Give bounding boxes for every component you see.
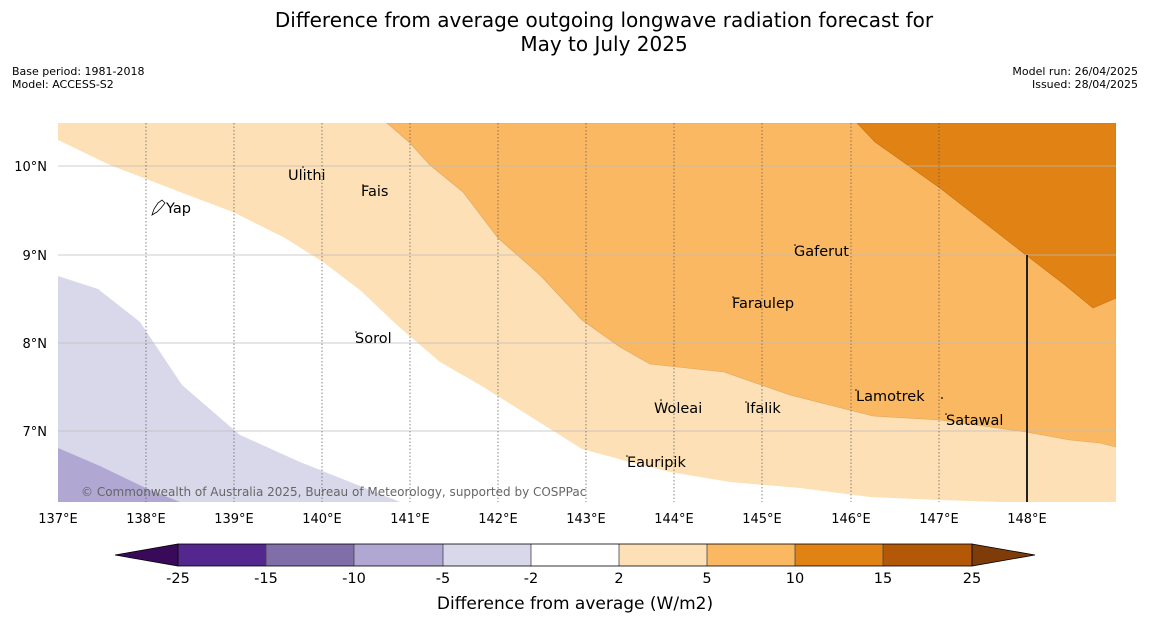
place-label-sorol: Sorol <box>355 331 392 347</box>
colorbar-bin-5-10 <box>707 544 795 566</box>
faraulep-dot <box>732 296 734 298</box>
cb-tick-15: 15 <box>874 571 892 587</box>
longitude-tick-labels: 137°E 138°E 139°E 140°E 141°E 142°E 143°… <box>38 512 1047 527</box>
lon-label-144e: 144°E <box>654 512 694 527</box>
lat-label-8n: 8°N <box>23 337 48 352</box>
region-10-15 <box>856 123 1116 309</box>
place-label-yap: Yap <box>165 201 191 217</box>
place-label-eauripik: Eauripik <box>627 455 686 471</box>
place-label-ifalik: Ifalik <box>746 401 781 417</box>
colorbar: -25 -15 -10 -5 -2 2 5 10 15 25 <box>114 543 1036 587</box>
place-label-satawal: Satawal <box>946 413 1003 429</box>
cb-tick-2: 2 <box>614 571 623 587</box>
colorbar-label: Difference from average (W/m2) <box>436 594 714 614</box>
place-label-ulithi: Ulithi <box>288 168 326 184</box>
cb-tick-25: 25 <box>963 571 981 587</box>
latitude-tick-labels: 10°N 9°N 8°N 7°N <box>14 160 47 440</box>
colorbar-bin-2-5 <box>619 544 707 566</box>
lon-label-141e: 141°E <box>390 512 430 527</box>
colorbar-bin-15-25 <box>883 544 972 566</box>
place-label-faraulep: Faraulep <box>732 296 794 312</box>
lon-label-140e: 140°E <box>302 512 342 527</box>
gaferut-dot <box>794 244 796 246</box>
eauripik-dot <box>626 455 628 457</box>
place-label-lamotrek: Lamotrek <box>856 389 925 405</box>
colorbar-above-arrow <box>971 543 1036 567</box>
lon-label-146e: 146°E <box>831 512 871 527</box>
base-period: Base period: 1981-2018 <box>12 65 145 78</box>
colorbar-bin-minus15-minus10 <box>266 544 354 566</box>
cb-tick-minus15: -15 <box>254 571 278 587</box>
lon-label-138e: 138°E <box>126 512 166 527</box>
lat-label-9n: 9°N <box>23 249 48 264</box>
ulithi-dot <box>302 166 304 168</box>
title-line-1: Difference from average outgoing longwav… <box>274 8 934 32</box>
copyright-notice: © Commonwealth of Australia 2025, Bureau… <box>81 485 586 499</box>
title-line-2: May to July 2025 <box>520 32 688 56</box>
colorbar-bin-10-15 <box>795 544 883 566</box>
cb-tick-5: 5 <box>702 571 711 587</box>
meta-right: Model run: 26/04/2025 Issued: 28/04/2025 <box>1012 65 1138 91</box>
colorbar-bin-minus5-minus2 <box>443 544 531 566</box>
ifalik-dot <box>745 401 747 403</box>
meta-left: Base period: 1981-2018 Model: ACCESS-S2 <box>12 65 144 91</box>
region-minus10-minus5 <box>58 448 180 502</box>
colorbar-bin-minus2-2 <box>531 544 619 566</box>
lamotrek-dot <box>855 389 857 391</box>
place-label-gaferut: Gaferut <box>794 244 849 260</box>
lon-label-139e: 139°E <box>214 512 254 527</box>
colorbar-tick-labels: -25 -15 -10 -5 -2 2 5 10 15 25 <box>166 571 981 587</box>
satawal-dot <box>945 413 947 415</box>
longitude-gridlines <box>145 123 940 502</box>
cb-tick-minus10: -10 <box>342 571 366 587</box>
colorbar-below-arrow <box>114 543 179 567</box>
cb-tick-minus25: -25 <box>166 571 190 587</box>
place-labels: Ulithi Fais Yap Gaferut Faraulep Sorol L… <box>165 168 1003 471</box>
cb-tick-10: 10 <box>786 571 804 587</box>
lon-label-137e: 137°E <box>38 512 78 527</box>
fais-dot <box>362 184 364 186</box>
colorbar-frame <box>177 543 973 567</box>
place-label-woleai: Woleai <box>654 401 702 417</box>
colorbar-bin-minus10-minus5 <box>354 544 443 566</box>
yap-island-shape <box>151 199 166 216</box>
model-name: Model: ACCESS-S2 <box>12 78 114 91</box>
lon-label-147e: 147°E <box>919 512 959 527</box>
model-run: Model run: 26/04/2025 <box>1012 65 1138 78</box>
cb-tick-minus2: -2 <box>524 571 538 587</box>
map-title: Difference from average outgoing longwav… <box>0 8 1150 56</box>
lat-label-10n: 10°N <box>14 160 47 175</box>
region-minus5-minus2 <box>58 276 400 502</box>
lon-label-148e: 148°E <box>1007 512 1047 527</box>
issued-date: Issued: 28/04/2025 <box>1031 78 1138 91</box>
region-5-10 <box>386 123 1116 448</box>
place-label-fais: Fais <box>361 184 388 200</box>
lon-label-143e: 143°E <box>566 512 606 527</box>
lon-label-142e: 142°E <box>478 512 518 527</box>
woleai-dot <box>660 399 662 401</box>
island-dots <box>302 166 947 457</box>
sorol-dot <box>355 331 357 333</box>
cb-tick-minus5: -5 <box>436 571 450 587</box>
lat-label-7n: 7°N <box>23 425 48 440</box>
colorbar-bin-minus25-minus15 <box>178 544 266 566</box>
map-area: Ulithi Fais Yap Gaferut Faraulep Sorol L… <box>58 123 1116 502</box>
islet-dot <box>941 397 943 399</box>
lon-label-145e: 145°E <box>742 512 782 527</box>
